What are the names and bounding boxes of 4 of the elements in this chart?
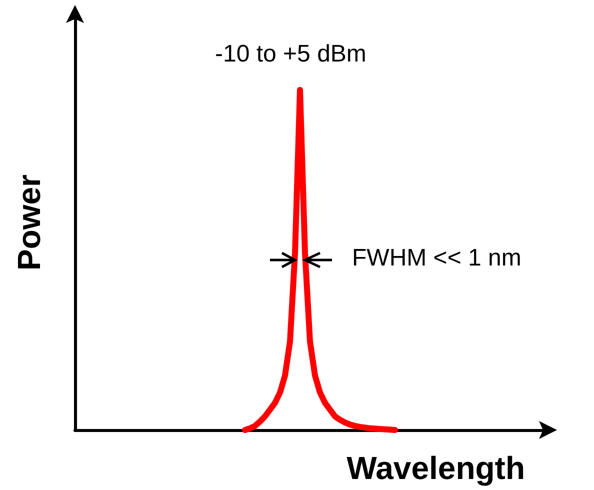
x-axis-title: Wavelength: [346, 450, 525, 486]
text: -10 to +5 dBm: [215, 40, 366, 68]
annotation: FWHM << 1 nm: [352, 244, 522, 272]
y-axis-title: Power: [11, 174, 47, 271]
